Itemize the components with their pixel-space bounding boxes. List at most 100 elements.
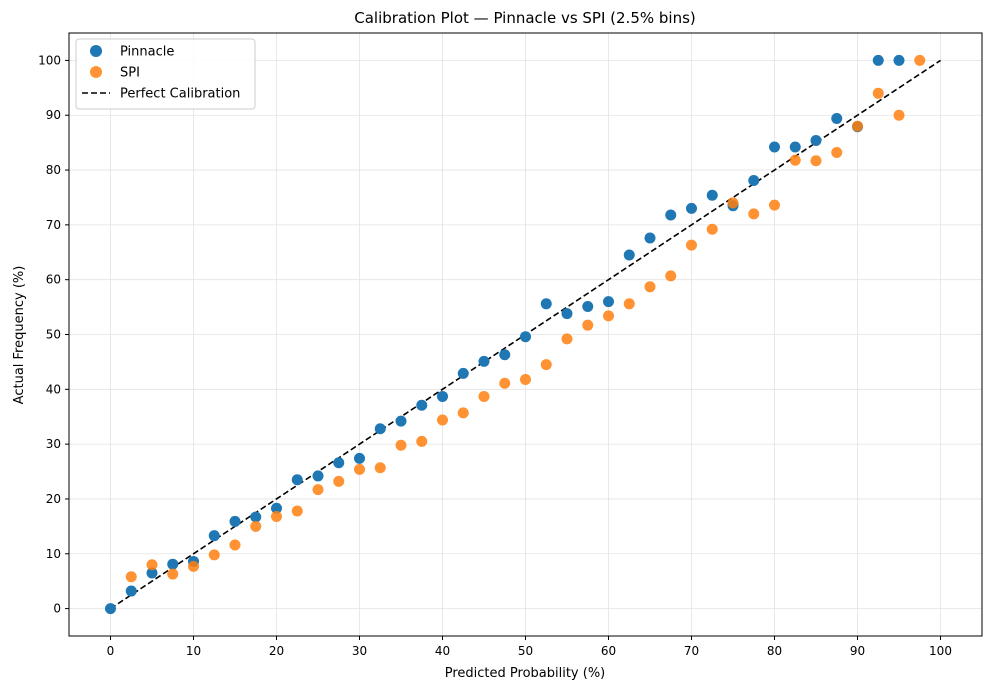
axis-ticks: 0 10 20 30 40 50 60 70 80 90 100 0 10 20 30 40 50 60 70 80 9… (38, 53, 952, 658)
x-tick-label: 70 (684, 644, 699, 658)
point-spi (395, 439, 407, 451)
point-pinnacle (125, 585, 137, 597)
point-spi (333, 475, 345, 487)
y-tick-label: 60 (46, 273, 61, 287)
point-spi (789, 154, 801, 166)
y-tick-label: 0 (53, 602, 61, 616)
legend-label-perfect-calibration: Perfect Calibration (120, 87, 240, 102)
point-pinnacle (872, 54, 884, 66)
point-pinnacle (706, 189, 718, 201)
point-spi (457, 407, 469, 419)
point-spi (914, 54, 926, 66)
chart-title: Calibration Plot — Pinnacle vs SPI (2.5%… (354, 9, 696, 27)
point-spi (810, 155, 822, 167)
legend-box (75, 38, 256, 110)
point-spi (831, 147, 843, 159)
point-pinnacle (395, 415, 407, 427)
y-tick-label: 10 (46, 547, 61, 561)
point-pinnacle (520, 331, 531, 343)
point-spi (437, 414, 448, 426)
x-tick-label: 30 (352, 644, 367, 658)
point-spi (727, 197, 739, 209)
point-spi (188, 560, 199, 572)
point-spi (229, 539, 241, 551)
point-pinnacle (105, 603, 116, 615)
y-tick-label: 80 (46, 163, 61, 177)
point-pinnacle (478, 355, 490, 367)
point-spi (416, 435, 428, 447)
grid (69, 33, 982, 636)
point-spi (146, 559, 158, 571)
x-tick-label: 100 (929, 644, 952, 658)
x-tick-label: 80 (767, 644, 782, 658)
point-pinnacle (333, 457, 345, 469)
point-spi (354, 463, 365, 475)
point-spi (706, 223, 718, 235)
point-spi (852, 120, 863, 132)
point-spi (520, 373, 531, 385)
point-spi (478, 390, 490, 402)
point-spi (499, 377, 511, 389)
legend-marker-pinnacle (90, 45, 102, 57)
point-spi (271, 510, 282, 522)
point-pinnacle (250, 511, 262, 523)
point-pinnacle (146, 567, 158, 579)
x-tick-label: 0 (107, 644, 115, 658)
y-tick-label: 100 (38, 53, 61, 67)
point-pinnacle (229, 515, 241, 527)
point-pinnacle (374, 423, 386, 435)
legend: Pinnacle SPI Perfect Calibration (75, 38, 256, 110)
point-spi (582, 319, 594, 331)
point-spi (603, 310, 614, 322)
point-spi (540, 359, 552, 371)
y-tick-label: 40 (46, 382, 61, 396)
legend-label-pinnacle: Pinnacle (120, 45, 174, 60)
x-tick-label: 40 (435, 644, 450, 658)
point-pinnacle (499, 349, 511, 361)
y-tick-label: 20 (46, 492, 61, 506)
point-pinnacle (416, 399, 428, 411)
point-pinnacle (271, 502, 282, 514)
point-pinnacle (686, 202, 697, 214)
point-spi (623, 298, 635, 310)
x-tick-label: 90 (850, 644, 865, 658)
y-tick-label: 50 (46, 328, 61, 342)
y-tick-label: 70 (46, 218, 61, 232)
point-pinnacle (540, 298, 552, 310)
point-pinnacle (644, 232, 656, 244)
point-pinnacle (437, 390, 448, 402)
point-pinnacle (789, 141, 801, 153)
series-spi (125, 54, 926, 583)
point-spi (291, 505, 303, 517)
point-spi (561, 333, 573, 345)
point-pinnacle (665, 209, 677, 221)
x-axis-title: Predicted Probability (%) (445, 666, 606, 681)
point-pinnacle (748, 174, 760, 186)
point-spi (644, 281, 656, 293)
point-spi (312, 484, 324, 496)
point-pinnacle (582, 301, 594, 313)
point-pinnacle (354, 452, 365, 464)
point-spi (125, 571, 137, 583)
point-pinnacle (893, 54, 905, 66)
point-spi (872, 87, 884, 99)
point-spi (893, 109, 905, 121)
series-layer (105, 54, 926, 615)
point-pinnacle (831, 113, 843, 125)
point-pinnacle (208, 530, 220, 542)
x-tick-label: 60 (601, 644, 616, 658)
legend-label-spi: SPI (120, 66, 140, 81)
point-pinnacle (312, 470, 324, 482)
x-tick-label: 20 (269, 644, 284, 658)
point-pinnacle (167, 558, 179, 570)
point-pinnacle (291, 474, 303, 486)
point-spi (665, 270, 677, 282)
point-pinnacle (810, 134, 822, 146)
point-spi (167, 568, 179, 580)
point-spi (250, 520, 262, 532)
legend-marker-spi (90, 66, 102, 78)
point-pinnacle (769, 141, 780, 153)
x-tick-label: 50 (518, 644, 533, 658)
y-tick-label: 30 (46, 437, 61, 451)
